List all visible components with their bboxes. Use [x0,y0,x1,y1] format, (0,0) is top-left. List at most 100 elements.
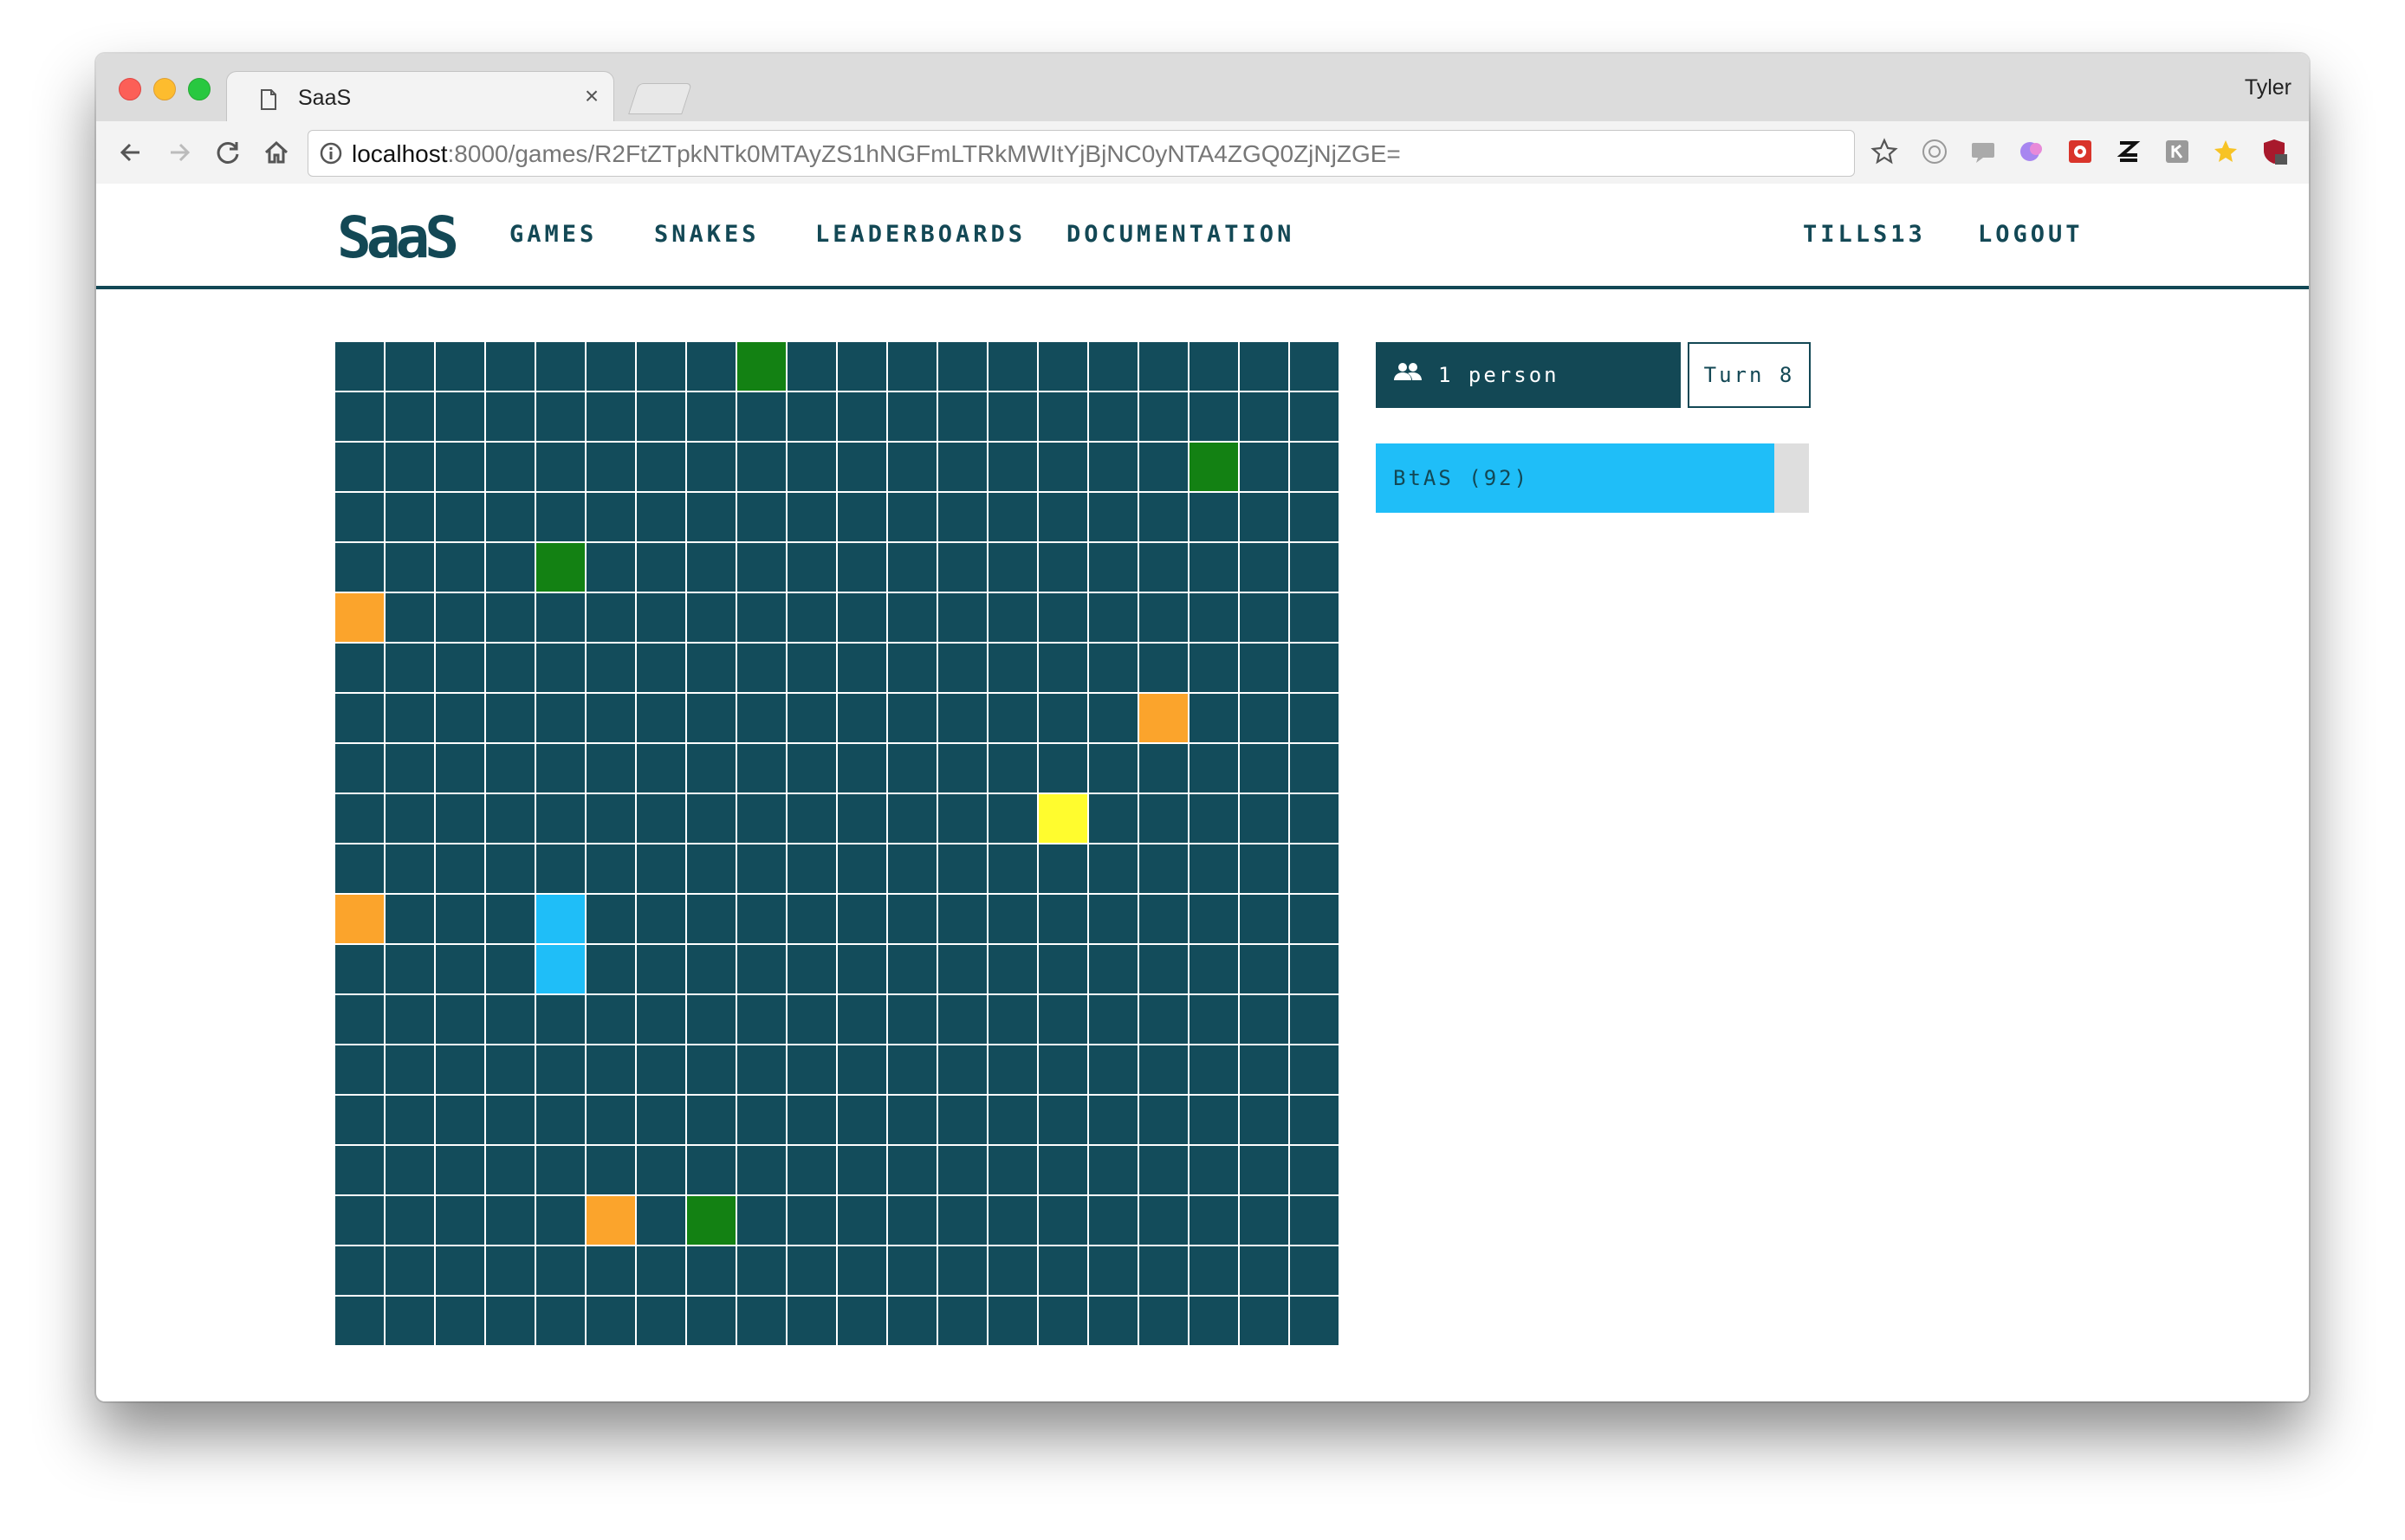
back-button[interactable] [112,133,150,171]
board-cell [989,443,1037,491]
board-cell [335,794,384,843]
board-cell [486,342,535,391]
board-cell [1190,392,1238,441]
board-cell [1139,593,1188,642]
board-cell [788,995,836,1044]
extension-face-icon[interactable] [2307,136,2309,167]
board-cell [1089,794,1138,843]
board-cell [737,1196,786,1245]
board-cell [1139,1297,1188,1345]
board-cell [1290,593,1339,642]
board-cell [1139,342,1188,391]
extension-gray-icon[interactable] [2162,136,2193,167]
logo[interactable]: SaaS [337,204,459,271]
extension-z-icon[interactable] [2113,136,2144,167]
board-cell [386,1297,434,1345]
board-cell [1039,443,1087,491]
board-cell [637,1246,685,1295]
nav-link-logout[interactable]: LOGOUT [1978,221,2084,248]
board-cell [436,543,484,592]
board-cell [536,342,585,391]
board-cell [788,694,836,742]
extension-star-icon[interactable] [2210,136,2241,167]
board-cell [637,392,685,441]
extension-shield-icon[interactable] [2259,136,2290,167]
board-cell [687,543,736,592]
extension-red-icon[interactable] [2065,136,2096,167]
board-cell [335,744,384,793]
nav-link-games[interactable]: GAMES [509,221,598,248]
board-cell [587,1146,635,1194]
turn-counter: Turn 8 [1688,342,1811,408]
board-cell [335,1096,384,1144]
arrow-left-icon [120,143,139,162]
nav-link-leaderboards[interactable]: LEADERBOARDS [815,221,1027,248]
board-cell [1290,1196,1339,1245]
board-cell [938,945,987,993]
board-cell [386,1096,434,1144]
board-cell [1089,895,1138,943]
board-cell [989,543,1037,592]
reload-button[interactable] [209,133,247,171]
board-cell [1290,644,1339,692]
forward-button[interactable] [160,133,198,171]
board-cell [888,1196,937,1245]
info-icon[interactable] [319,141,343,170]
board-cell [888,493,937,541]
board-cell [436,644,484,692]
extension-paint-icon[interactable] [2016,136,2047,167]
board-cell [335,945,384,993]
snake-health-bar[interactable]: BtAS (92) [1376,443,1809,513]
board-cell [888,1246,937,1295]
board-cell [1290,1246,1339,1295]
new-tab-button[interactable] [628,83,692,114]
board-cell [587,644,635,692]
board-cell [436,794,484,843]
nav-link-documentation[interactable]: DOCUMENTATION [1066,221,1295,248]
board-cell [1240,995,1288,1044]
board-cell [687,844,736,893]
window-maximize-button[interactable] [188,78,211,100]
board-cell [386,1196,434,1245]
tab-close-icon[interactable]: × [584,82,600,109]
browser-tab[interactable]: SaaS × [226,71,614,124]
board-cell [587,1297,635,1345]
board-cell [486,1096,535,1144]
board-cell [687,1146,736,1194]
board-cell [536,1146,585,1194]
window-close-button[interactable] [119,78,141,100]
board-cell [587,945,635,993]
extension-circle-icon[interactable] [1919,136,1950,167]
board-cell [737,392,786,441]
nav-link-snakes[interactable]: SNAKES [654,221,760,248]
board-cell [737,593,786,642]
board-cell [888,443,937,491]
board-cell [486,1246,535,1295]
board-cell [436,1045,484,1094]
board-cell [989,593,1037,642]
board-cell [838,1146,886,1194]
home-button[interactable] [257,133,295,171]
url-path: :8000/games/R2FtZTpkNTk0MTAyZS1hNGFmLTRk… [447,140,1401,167]
board-cell [989,844,1037,893]
board-cell [335,995,384,1044]
board-cell [436,1196,484,1245]
window-minimize-button[interactable] [153,78,176,100]
snake-body-cell [587,1196,635,1245]
board-cell [1190,1146,1238,1194]
profile-name[interactable]: Tyler [2244,75,2292,100]
board-cell [587,895,635,943]
bookmark-star-icon[interactable] [1869,136,1900,167]
board-cell [788,1146,836,1194]
nav-link-user[interactable]: TILLS13 [1803,221,1926,248]
address-bar[interactable]: localhost:8000/games/R2FtZTpkNTk0MTAyZS1… [308,130,1855,177]
extension-chat-icon[interactable] [1967,136,1999,167]
board-cell [838,593,886,642]
board-cell [536,744,585,793]
board-cell [486,1146,535,1194]
board-cell [1089,844,1138,893]
app-header: SaaS GAMES SNAKES LEADERBOARDS DOCUMENTA… [96,184,2309,289]
board-cell [1190,1045,1238,1094]
board-cell [486,493,535,541]
food-cell [1190,443,1238,491]
